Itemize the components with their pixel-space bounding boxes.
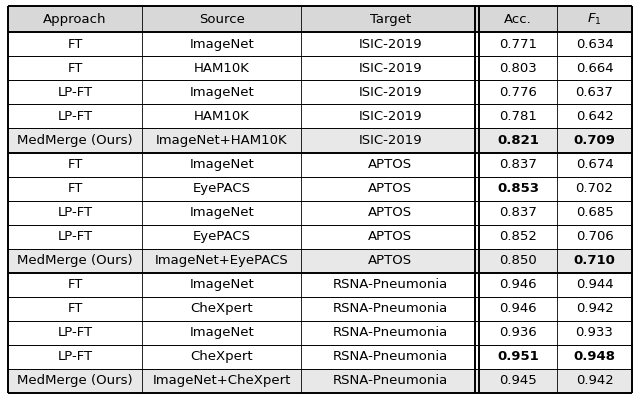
- Text: FT: FT: [67, 38, 83, 51]
- Text: ImageNet+HAM10K: ImageNet+HAM10K: [156, 134, 287, 147]
- Bar: [8, 225, 632, 249]
- Text: FT: FT: [67, 302, 83, 315]
- Bar: [8, 345, 632, 369]
- Text: 0.933: 0.933: [575, 326, 614, 340]
- Text: FT: FT: [67, 278, 83, 291]
- Text: EyePACS: EyePACS: [193, 182, 251, 195]
- Text: 0.674: 0.674: [576, 158, 613, 171]
- Text: 0.951: 0.951: [497, 350, 539, 363]
- Text: APTOS: APTOS: [368, 206, 412, 219]
- Text: APTOS: APTOS: [368, 182, 412, 195]
- Text: LP-FT: LP-FT: [58, 326, 93, 340]
- Text: HAM10K: HAM10K: [194, 62, 250, 75]
- Text: 0.853: 0.853: [497, 182, 539, 195]
- Text: 0.821: 0.821: [497, 134, 539, 147]
- Text: ImageNet: ImageNet: [189, 278, 254, 291]
- Text: 0.702: 0.702: [575, 182, 614, 195]
- Text: 0.634: 0.634: [576, 38, 613, 51]
- Text: RSNA-Pneumonia: RSNA-Pneumonia: [333, 350, 448, 363]
- Text: 0.948: 0.948: [573, 350, 616, 363]
- Bar: [8, 128, 632, 152]
- Text: 0.803: 0.803: [499, 62, 537, 75]
- Text: MedMerge (Ours): MedMerge (Ours): [17, 254, 133, 267]
- Text: ImageNet: ImageNet: [189, 206, 254, 219]
- Text: FT: FT: [67, 158, 83, 171]
- Text: 0.706: 0.706: [576, 230, 613, 243]
- Text: 0.946: 0.946: [499, 302, 537, 315]
- Text: HAM10K: HAM10K: [194, 110, 250, 123]
- Text: APTOS: APTOS: [368, 158, 412, 171]
- Text: 0.642: 0.642: [576, 110, 613, 123]
- Bar: [8, 297, 632, 321]
- Bar: [8, 81, 632, 105]
- Text: ISIC-2019: ISIC-2019: [358, 86, 422, 99]
- Text: RSNA-Pneumonia: RSNA-Pneumonia: [333, 278, 448, 291]
- Text: LP-FT: LP-FT: [58, 86, 93, 99]
- Bar: [8, 201, 632, 225]
- Text: ISIC-2019: ISIC-2019: [358, 134, 422, 147]
- Text: 0.942: 0.942: [576, 375, 613, 387]
- Text: RSNA-Pneumonia: RSNA-Pneumonia: [333, 302, 448, 315]
- Text: ImageNet: ImageNet: [189, 326, 254, 340]
- Text: ImageNet: ImageNet: [189, 158, 254, 171]
- Text: ImageNet+EyePACS: ImageNet+EyePACS: [155, 254, 289, 267]
- Text: FT: FT: [67, 182, 83, 195]
- Text: 0.944: 0.944: [576, 278, 613, 291]
- Text: Approach: Approach: [44, 13, 107, 26]
- Text: 0.637: 0.637: [575, 86, 614, 99]
- Text: LP-FT: LP-FT: [58, 230, 93, 243]
- Text: EyePACS: EyePACS: [193, 230, 251, 243]
- Text: 0.710: 0.710: [573, 254, 616, 267]
- Text: ISIC-2019: ISIC-2019: [358, 110, 422, 123]
- Text: 0.945: 0.945: [499, 375, 537, 387]
- Text: APTOS: APTOS: [368, 254, 412, 267]
- Text: RSNA-Pneumonia: RSNA-Pneumonia: [333, 375, 448, 387]
- Text: $F_1$: $F_1$: [588, 12, 602, 27]
- Text: 0.852: 0.852: [499, 230, 537, 243]
- Text: 0.776: 0.776: [499, 86, 537, 99]
- Text: ISIC-2019: ISIC-2019: [358, 38, 422, 51]
- Text: 0.771: 0.771: [499, 38, 537, 51]
- Bar: [8, 369, 632, 393]
- Text: RSNA-Pneumonia: RSNA-Pneumonia: [333, 326, 448, 340]
- Text: 0.664: 0.664: [576, 62, 613, 75]
- Bar: [8, 321, 632, 345]
- Text: ImageNet: ImageNet: [189, 38, 254, 51]
- Text: Target: Target: [369, 13, 411, 26]
- Text: CheXpert: CheXpert: [191, 302, 253, 315]
- Text: 0.850: 0.850: [499, 254, 537, 267]
- Text: ISIC-2019: ISIC-2019: [358, 62, 422, 75]
- Bar: [8, 249, 632, 273]
- Text: CheXpert: CheXpert: [191, 350, 253, 363]
- Text: 0.837: 0.837: [499, 158, 537, 171]
- Text: 0.946: 0.946: [499, 278, 537, 291]
- Text: 0.781: 0.781: [499, 110, 537, 123]
- Text: 0.685: 0.685: [576, 206, 613, 219]
- Text: MedMerge (Ours): MedMerge (Ours): [17, 375, 133, 387]
- Bar: [8, 152, 632, 177]
- Text: LP-FT: LP-FT: [58, 110, 93, 123]
- Text: 0.936: 0.936: [499, 326, 537, 340]
- Bar: [8, 32, 632, 56]
- Text: ImageNet+CheXpert: ImageNet+CheXpert: [152, 375, 291, 387]
- Text: FT: FT: [67, 62, 83, 75]
- Text: 0.837: 0.837: [499, 206, 537, 219]
- Text: LP-FT: LP-FT: [58, 206, 93, 219]
- Bar: [8, 105, 632, 128]
- Text: 0.942: 0.942: [576, 302, 613, 315]
- Text: APTOS: APTOS: [368, 230, 412, 243]
- Text: ImageNet: ImageNet: [189, 86, 254, 99]
- Bar: [8, 177, 632, 201]
- Text: MedMerge (Ours): MedMerge (Ours): [17, 134, 133, 147]
- Text: Acc.: Acc.: [504, 13, 532, 26]
- Bar: [8, 56, 632, 81]
- Text: 0.709: 0.709: [573, 134, 616, 147]
- Text: Source: Source: [199, 13, 244, 26]
- Bar: [8, 6, 632, 32]
- Bar: [8, 273, 632, 297]
- Text: LP-FT: LP-FT: [58, 350, 93, 363]
